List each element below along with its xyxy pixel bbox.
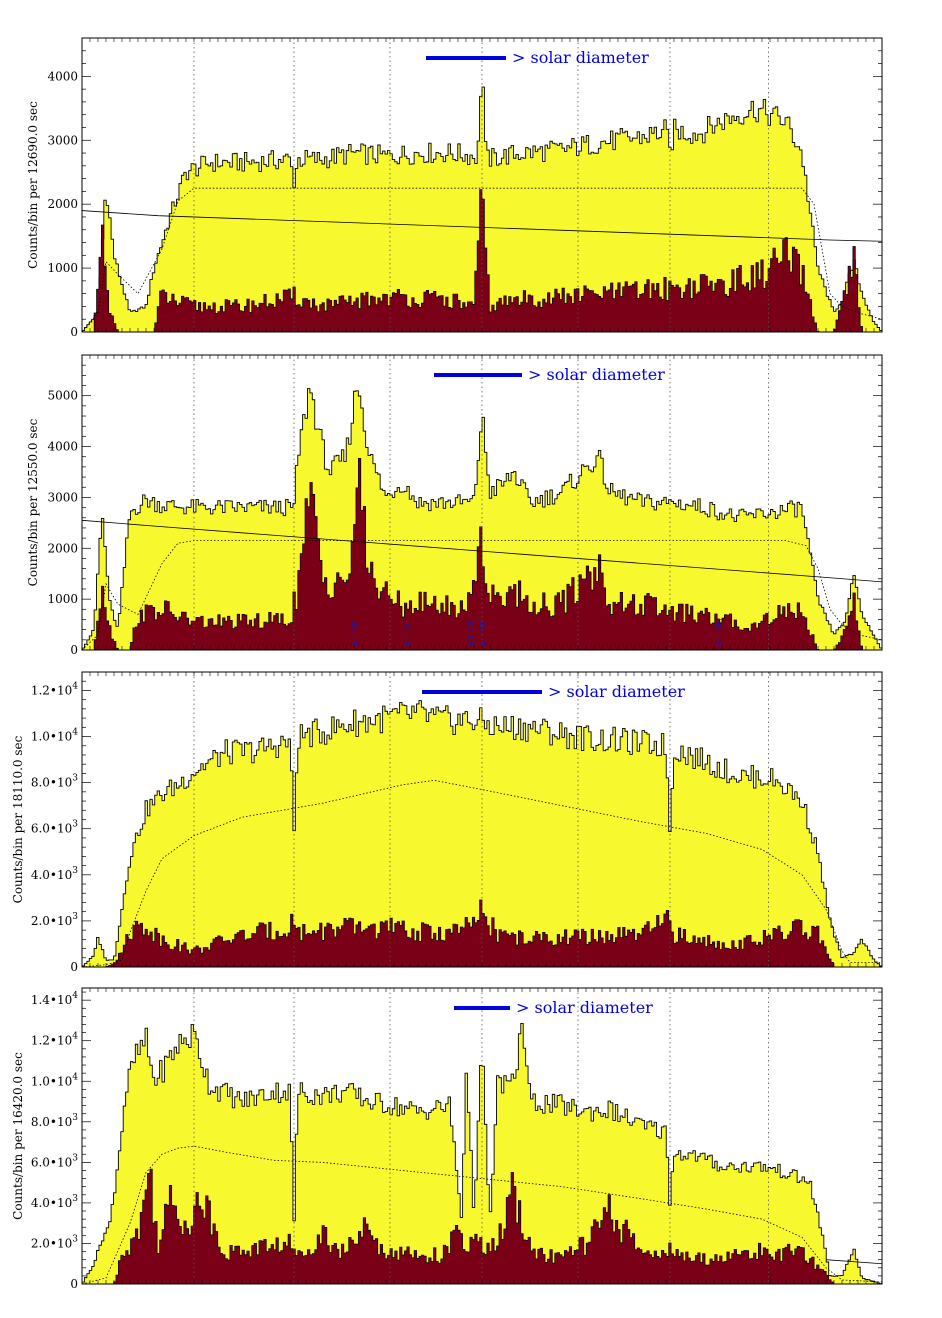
series-background-line: [82, 210, 882, 242]
y-tick-label: 4000: [47, 69, 78, 83]
y-tick-label: 1.0•104: [31, 1072, 78, 1088]
y-tick-label: 1.2•104: [31, 681, 78, 697]
panel-1: 0 1000 2000 3000 4000 Counts/bin per 12690.0 …: [26, 37, 883, 339]
y-tick-label-exponent: 4: [72, 991, 78, 1001]
panel-2: Ar LVIII Ar LIV AR LVIII Ar LVIII Ar LVIII01…: [26, 354, 883, 657]
y-tick-label-exponent: 3: [72, 912, 78, 922]
y-tick-label: 1.2•104: [31, 1032, 78, 1048]
y-tick-label: 2.0•103: [31, 1234, 78, 1250]
line-annotation: Ar LVIII: [351, 619, 360, 646]
solar-diameter-label: > solar diameter: [516, 998, 653, 1017]
y-tick-label-exponent: 3: [72, 866, 78, 876]
y-tick-label: 1000: [47, 261, 78, 275]
panel-plot-area: Ar LVIII Ar LIV AR LVIII Ar LVIII Ar LVIII: [82, 355, 882, 650]
y-tick-label-base: 4.0•10: [31, 868, 72, 882]
y-tick-label: 2000: [47, 197, 78, 211]
y-tick-label: 8.0•103: [31, 774, 78, 790]
y-axis-title: Counts/bin per 12550.0 sec: [26, 418, 40, 586]
y-tick-label-exponent: 4: [72, 728, 78, 738]
y-axis-title: Counts/bin per 18110.0 sec: [11, 735, 25, 903]
panel-plot-area: [82, 672, 882, 967]
y-tick-label: 0: [70, 1277, 78, 1291]
y-tick-label-exponent: 3: [72, 1113, 78, 1123]
y-tick-label-base: 6.0•10: [31, 1155, 72, 1169]
panel-plot-area: [82, 988, 882, 1284]
y-tick-label: 4.0•103: [31, 866, 78, 882]
panel-4: 02.0•1034.0•1036.0•1038.0•1031.0•1041.2•…: [11, 987, 883, 1291]
y-tick-label-base: 1.0•10: [31, 730, 72, 744]
y-tick-label-base: 1.2•10: [31, 683, 72, 697]
y-tick-label: 6.0•103: [31, 820, 78, 836]
y-tick-label: 4.0•103: [31, 1194, 78, 1210]
y-tick-label: 6.0•103: [31, 1153, 78, 1169]
y-tick-label-base: 6.0•10: [31, 822, 72, 836]
y-tick-label: 2000: [47, 541, 78, 555]
panel-3: 02.0•1034.0•1036.0•1038.0•1031.0•1041.2•…: [11, 671, 883, 974]
line-annotation: Ar LIV: [403, 622, 412, 646]
y-tick-label-exponent: 4: [72, 681, 78, 691]
y-tick-label-base: 2.0•10: [31, 914, 72, 928]
y-tick-label-exponent: 3: [72, 1234, 78, 1244]
y-tick-label-exponent: 3: [72, 774, 78, 784]
y-tick-label-base: 8.0•10: [31, 776, 72, 790]
y-tick-label-base: 4.0•10: [31, 1196, 72, 1210]
y-tick-label: 3000: [47, 133, 78, 147]
y-tick-label: 0: [70, 325, 78, 339]
y-tick-label: 0: [70, 643, 78, 657]
y-tick-label-exponent: 3: [72, 1153, 78, 1163]
y-tick-label: 3000: [47, 490, 78, 504]
y-axis-title: Counts/bin per 16420.0 sec: [11, 1052, 25, 1220]
y-tick-label-base: 1.0•10: [31, 1074, 72, 1088]
solar-diameter-label: > solar diameter: [548, 682, 685, 701]
y-tick-label-exponent: 4: [72, 1072, 78, 1082]
series-model-curve: [82, 187, 882, 332]
y-tick-label-exponent: 3: [72, 1194, 78, 1204]
y-tick-label-base: 2.0•10: [31, 1236, 72, 1250]
y-tick-label-base: 8.0•10: [31, 1115, 72, 1129]
y-tick-label-exponent: 3: [72, 820, 78, 830]
series-background-line: [82, 519, 882, 583]
series-filtered-counts: [82, 189, 882, 332]
y-tick-label-base: 1.2•10: [31, 1034, 72, 1048]
series-background-line: [825, 1259, 882, 1265]
line-annotation: AR LVIII: [467, 616, 476, 646]
y-axis-title: Counts/bin per 12690.0 sec: [26, 101, 40, 269]
y-tick-label: 0: [70, 960, 78, 974]
y-tick-label: 1.0•104: [31, 728, 78, 744]
series-model-curve: [82, 540, 882, 650]
solar-diameter-label: > solar diameter: [528, 365, 665, 384]
y-tick-label: 4000: [47, 440, 78, 454]
y-tick-label-exponent: 4: [72, 1032, 78, 1042]
series-total-counts: [82, 700, 882, 967]
y-tick-label: 1.4•104: [31, 991, 78, 1007]
y-tick-label-base: 1.4•10: [31, 993, 72, 1007]
series-filtered-counts: [82, 1168, 882, 1284]
solar-diameter-label: > solar diameter: [512, 48, 649, 67]
panel-plot-area: [82, 38, 882, 332]
y-tick-label: 5000: [47, 389, 78, 403]
y-tick-label: 2.0•103: [31, 912, 78, 928]
y-tick-label: 1000: [47, 592, 78, 606]
line-annotation: Ar LVIII: [479, 619, 488, 646]
y-tick-label: 8.0•103: [31, 1113, 78, 1129]
series-total-counts: [82, 388, 882, 650]
series-total-counts: [82, 1022, 882, 1284]
line-annotation: Ar LVIII: [715, 619, 724, 646]
